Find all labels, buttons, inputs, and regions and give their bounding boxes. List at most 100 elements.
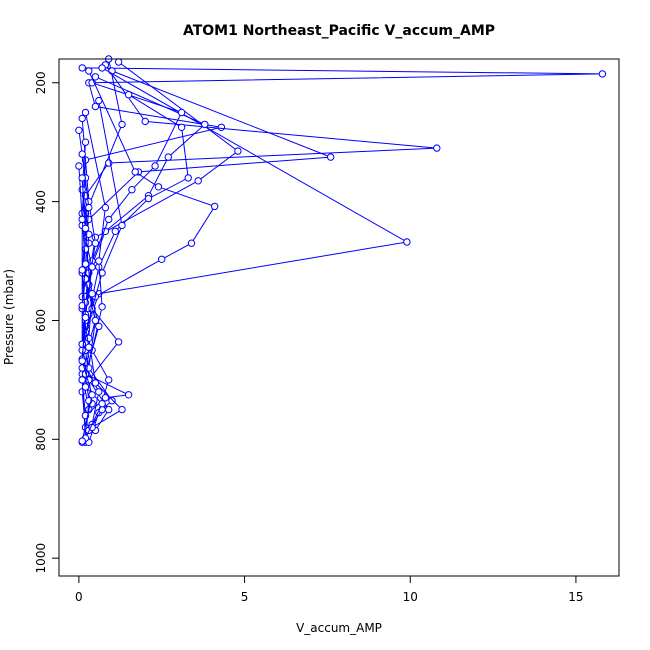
data-point bbox=[78, 357, 86, 365]
y-tick-label: 400 bbox=[34, 190, 48, 213]
data-point bbox=[78, 174, 86, 182]
y-tick-label: 1000 bbox=[34, 543, 48, 574]
y-axis-label: Pressure (mbar) bbox=[2, 269, 16, 365]
plot-area bbox=[75, 55, 607, 446]
data-point bbox=[98, 64, 106, 72]
x-axis-label: V_accum_AMP bbox=[296, 621, 382, 635]
profile-series bbox=[78, 174, 96, 445]
data-point bbox=[78, 437, 86, 445]
data-point bbox=[114, 338, 123, 346]
data-point bbox=[151, 162, 159, 170]
data-point bbox=[403, 238, 411, 246]
series-line bbox=[81, 154, 123, 428]
y-tick-label: 200 bbox=[34, 71, 48, 94]
data-point bbox=[433, 144, 441, 152]
data-point bbox=[105, 215, 113, 224]
data-point bbox=[81, 108, 90, 117]
data-point bbox=[164, 153, 173, 161]
data-point bbox=[114, 58, 123, 66]
data-point bbox=[211, 202, 219, 211]
data-point bbox=[327, 153, 335, 161]
series-line bbox=[81, 70, 216, 345]
data-point bbox=[201, 120, 209, 129]
data-point bbox=[78, 114, 86, 123]
data-point bbox=[98, 303, 106, 311]
series-line bbox=[81, 64, 437, 410]
data-point bbox=[81, 313, 90, 322]
data-point bbox=[78, 376, 86, 384]
data-point bbox=[101, 203, 110, 212]
data-point bbox=[124, 391, 133, 399]
data-point bbox=[95, 388, 103, 396]
data-point bbox=[98, 269, 106, 277]
data-point bbox=[111, 227, 120, 236]
data-point bbox=[95, 322, 103, 331]
data-point bbox=[144, 194, 153, 203]
data-point bbox=[187, 239, 196, 247]
data-point bbox=[234, 147, 242, 155]
data-point bbox=[91, 239, 100, 247]
data-point bbox=[105, 376, 113, 384]
data-point bbox=[101, 394, 110, 402]
x-tick-label: 15 bbox=[568, 590, 583, 604]
x-tick-label: 5 bbox=[241, 590, 249, 604]
data-point bbox=[81, 224, 90, 233]
data-point bbox=[177, 123, 186, 132]
data-point bbox=[91, 379, 100, 387]
data-point bbox=[118, 221, 126, 230]
data-point bbox=[81, 138, 90, 146]
y-tick-label: 600 bbox=[34, 309, 48, 332]
data-point bbox=[88, 263, 96, 271]
series-line bbox=[81, 67, 409, 416]
data-point bbox=[131, 168, 139, 176]
plot-frame bbox=[58, 58, 620, 577]
data-point bbox=[85, 343, 93, 351]
x-axis: 0 5 10 15 bbox=[75, 575, 584, 604]
data-point bbox=[78, 301, 86, 310]
data-point bbox=[108, 397, 116, 405]
data-point bbox=[78, 340, 86, 348]
data-point bbox=[91, 102, 100, 111]
data-point bbox=[598, 70, 607, 78]
data-point bbox=[98, 400, 106, 408]
data-point bbox=[91, 73, 100, 81]
data-point bbox=[105, 405, 113, 414]
data-point bbox=[95, 96, 103, 105]
data-point bbox=[75, 162, 83, 170]
data-point bbox=[194, 177, 202, 185]
data-point bbox=[88, 290, 96, 298]
data-point bbox=[75, 126, 83, 135]
data-point bbox=[78, 266, 86, 274]
data-point bbox=[141, 117, 149, 126]
profile-series bbox=[78, 61, 441, 414]
data-point bbox=[88, 391, 96, 399]
data-point bbox=[78, 64, 86, 72]
data-point bbox=[158, 255, 166, 263]
data-point bbox=[124, 91, 133, 99]
data-point bbox=[85, 203, 93, 212]
profile-series bbox=[78, 64, 607, 408]
x-tick-label: 0 bbox=[75, 590, 83, 604]
profile-series bbox=[78, 67, 219, 348]
data-point bbox=[184, 174, 192, 182]
series-line bbox=[81, 67, 603, 404]
profile-series bbox=[78, 64, 411, 420]
x-tick-label: 10 bbox=[403, 590, 418, 604]
data-point bbox=[128, 186, 136, 194]
data-point bbox=[118, 405, 126, 414]
chart-title: ATOM1 Northeast_Pacific V_accum_AMP bbox=[183, 23, 495, 39]
data-point bbox=[217, 123, 226, 132]
y-tick-label: 800 bbox=[34, 428, 48, 451]
profile-series bbox=[78, 150, 126, 432]
data-point bbox=[81, 383, 90, 391]
data-point bbox=[91, 316, 100, 325]
data-point bbox=[118, 120, 126, 129]
data-point bbox=[154, 183, 163, 191]
y-axis: 200 400 600 800 1000 bbox=[34, 71, 60, 574]
data-point bbox=[78, 150, 86, 158]
data-point bbox=[95, 257, 103, 265]
data-point bbox=[177, 108, 186, 117]
series-line bbox=[81, 82, 183, 351]
data-point bbox=[85, 67, 93, 75]
